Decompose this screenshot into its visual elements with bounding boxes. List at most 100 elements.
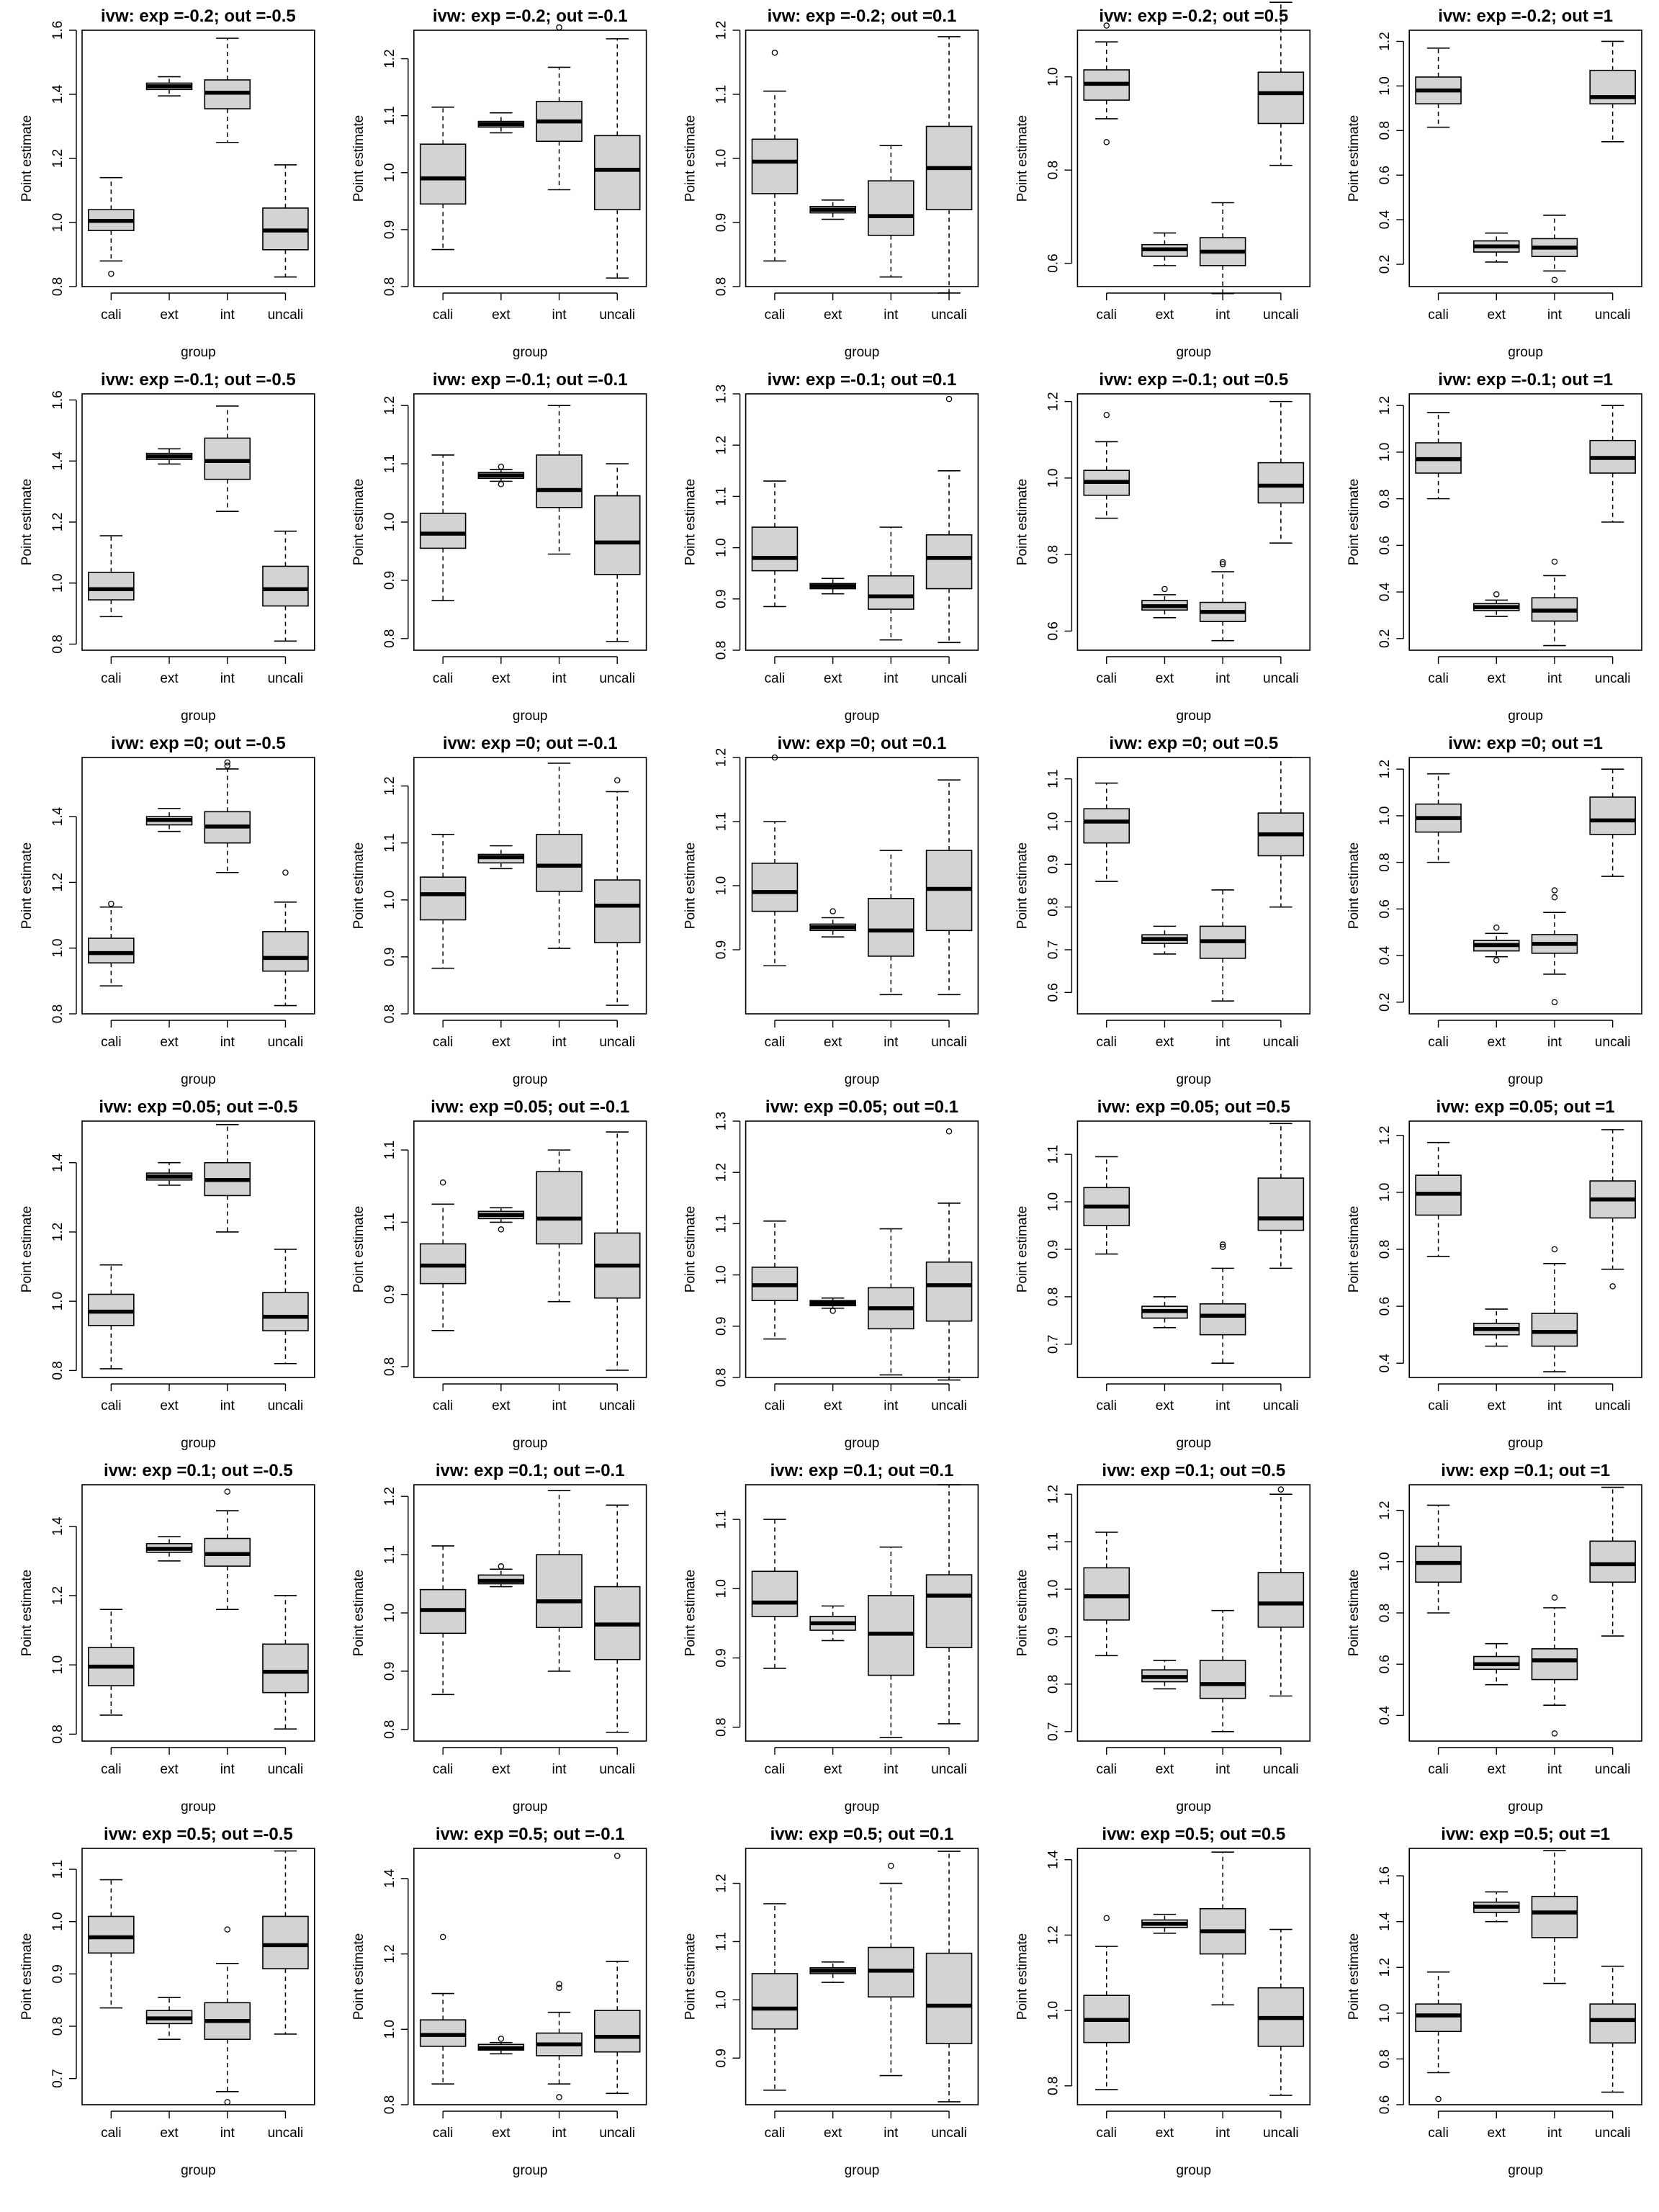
y-tick-label: 0.8: [1377, 489, 1393, 508]
y-tick-label: 1.0: [50, 1912, 66, 1931]
x-tick-label: uncali: [599, 1762, 635, 1777]
panel-9: ivw: exp =-0.1; out =0.5 0.6 0.8 1.0 1.2 Poin…: [1015, 370, 1311, 724]
x-tick-label: cali: [1096, 1398, 1117, 1413]
x-tick-label: ext: [1156, 1398, 1174, 1413]
x-tick-label: ext: [160, 1762, 179, 1777]
y-tick-label: 0.6: [1377, 166, 1393, 184]
y-tick-label: 1.0: [1046, 469, 1061, 487]
iqr-box: [751, 1973, 799, 2030]
iqr-box: [593, 135, 641, 211]
x-tick-label: uncali: [268, 307, 304, 323]
x-tick-label: int: [220, 1398, 235, 1413]
plot-frame: [745, 393, 979, 651]
y-tick-label: 0.9: [714, 213, 729, 232]
y-tick-label: 1.4: [50, 1516, 66, 1536]
iqr-box: [1589, 796, 1636, 835]
x-axis-label: group: [181, 709, 216, 724]
outlier-point: [224, 1926, 230, 1933]
y-axis-label: Point estimate: [1346, 1933, 1362, 2020]
box-int: [1531, 215, 1578, 283]
x-tick-label: ext: [492, 307, 511, 323]
box-int: [204, 37, 251, 143]
x-axis-label: group: [1176, 1072, 1211, 1087]
y-tick-label: 0.9: [1046, 1240, 1061, 1259]
box-cali: [1083, 1532, 1130, 1657]
box-uncali: [262, 1850, 309, 2035]
y-axis-label: Point estimate: [19, 115, 35, 202]
y-tick-label: 0.8: [382, 629, 397, 648]
outlier-point: [1103, 411, 1110, 418]
box-uncali: [1257, 1, 1305, 166]
y-tick-label: 0.4: [1377, 582, 1393, 601]
x-tick-label: ext: [824, 307, 842, 323]
outlier-point: [1103, 1915, 1110, 1922]
panel-title: ivw: exp =0.1; out =-0.1: [436, 1461, 625, 1480]
y-tick-label: 0.6: [1046, 983, 1061, 1002]
y-tick-label: 0.9: [382, 948, 397, 966]
y-tick-label: 0.8: [382, 1720, 397, 1739]
iqr-box: [262, 931, 309, 972]
box-cali: [1415, 47, 1462, 128]
box-ext: [1141, 585, 1188, 619]
box-uncali: [1257, 400, 1305, 544]
y-tick-label: 1.0: [50, 1292, 66, 1310]
y-tick-label: 1.0: [1377, 1552, 1393, 1571]
y-tick-label: 0.4: [1377, 945, 1393, 965]
y-axis-label: Point estimate: [351, 1206, 367, 1292]
x-tick-label: cali: [1428, 671, 1449, 686]
y-tick-label: 1.1: [714, 1214, 729, 1233]
y-tick-label: 1.4: [50, 451, 66, 471]
x-tick-label: int: [552, 1762, 567, 1777]
y-axis-label: Point estimate: [1015, 842, 1030, 929]
box-int: [536, 1981, 583, 2100]
y-tick-label: 0.6: [1046, 621, 1061, 640]
x-axis-label: group: [1508, 1436, 1543, 1451]
y-tick-label: 1.4: [1377, 1912, 1393, 1931]
panel-13: ivw: exp =0; out =0.1 0.9 1.0 1.1 1.2 Point e…: [683, 734, 979, 1087]
box-ext: [145, 1161, 193, 1186]
iqr-box: [1199, 1303, 1246, 1336]
box-uncali: [262, 1595, 309, 1730]
outlier-point: [771, 49, 778, 56]
x-tick-label: uncali: [931, 2126, 967, 2141]
y-axis-label: Point estimate: [683, 1570, 698, 1656]
plot-frame: [81, 393, 315, 651]
y-tick-label: 1.2: [1377, 32, 1393, 50]
y-axis-label: Point estimate: [1015, 1933, 1030, 2020]
y-axis-label: Point estimate: [1015, 1570, 1030, 1656]
iqr-box: [262, 1915, 309, 1969]
box-cali: [88, 900, 135, 987]
outlier-point: [556, 24, 562, 31]
x-tick-label: uncali: [931, 671, 967, 686]
box-uncali: [262, 1249, 309, 1364]
iqr-box: [1531, 1895, 1578, 1938]
box-ext: [809, 199, 856, 220]
x-tick-label: uncali: [268, 671, 304, 686]
y-tick-label: 0.8: [1046, 1675, 1061, 1694]
x-tick-label: int: [552, 1398, 567, 1413]
box-cali: [1415, 1504, 1462, 1614]
y-tick-label: 1.1: [1046, 769, 1061, 788]
panel-title: ivw: exp =-0.1; out =-0.5: [101, 370, 296, 390]
box-ext: [1473, 591, 1520, 617]
x-tick-label: cali: [765, 307, 786, 323]
box-cali: [419, 1933, 467, 2085]
panel-title: ivw: exp =0.1; out =0.1: [770, 1461, 954, 1480]
y-tick-label: 0.6: [1377, 1297, 1393, 1316]
x-axis-label: group: [845, 2163, 880, 2178]
box-uncali: [925, 36, 973, 294]
y-tick-label: 1.0: [1046, 68, 1061, 86]
panel-24: ivw: exp =0.1; out =0.5 0.7 0.8 0.9 1.0 1.1 1.…: [1015, 1461, 1311, 1815]
box-uncali: [925, 1128, 973, 1381]
y-tick-label: 0.8: [1046, 161, 1061, 179]
y-tick-label: 1.1: [382, 1545, 397, 1564]
x-tick-label: cali: [101, 307, 122, 323]
panel-title: ivw: exp =0.5; out =0.5: [1102, 1825, 1285, 1844]
box-cali: [1415, 1141, 1462, 1257]
panel-28: ivw: exp =0.5; out =0.1 0.9 1.0 1.1 1.2 Point…: [683, 1825, 979, 2178]
x-tick-label: ext: [492, 2126, 511, 2141]
iqr-box: [88, 572, 135, 601]
box-cali: [1083, 22, 1130, 145]
box-ext: [809, 908, 856, 938]
panel-25: ivw: exp =0.1; out =1 0.4 0.6 0.8 1.0 1.2 Poin…: [1346, 1461, 1642, 1815]
